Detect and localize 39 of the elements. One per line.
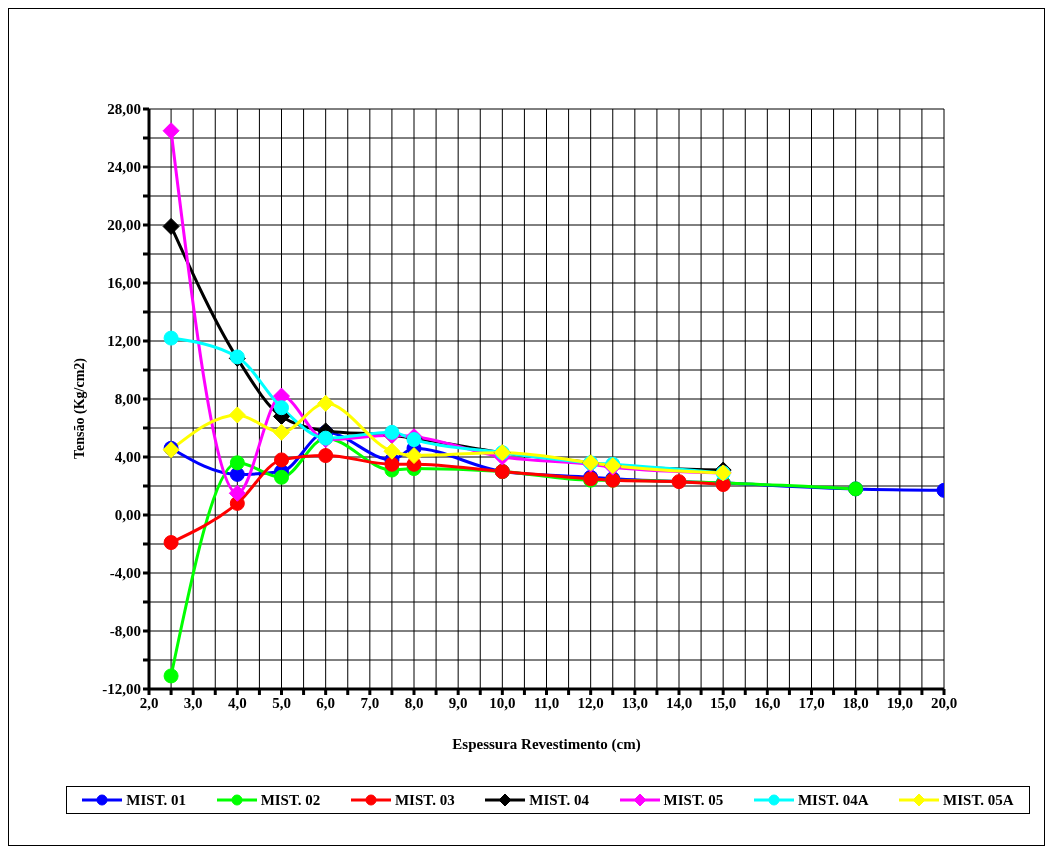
legend-label: MIST. 05	[663, 791, 724, 809]
x-tick-label: 20,0	[930, 694, 958, 711]
legend-label: MIST. 04A	[797, 791, 869, 809]
y-tick-label: 16,00	[107, 275, 141, 292]
legend-label: MIST. 01	[126, 791, 187, 809]
y-tick-label: -8,00	[109, 623, 141, 640]
x-tick-label: 12,0	[577, 694, 604, 711]
x-tick-label: 2,0	[139, 694, 159, 711]
legend-label: MIST. 04	[529, 791, 590, 809]
x-tick-label: 4,0	[227, 694, 247, 711]
y-tick-label: -4,00	[109, 565, 141, 582]
x-tick-label: 14,0	[665, 694, 693, 711]
x-tick-label: 7,0	[360, 694, 380, 711]
x-axis-title: Espessura Revestimento (cm)	[452, 736, 641, 753]
x-tick-label: 9,0	[448, 694, 468, 711]
y-tick-label: 20,00	[107, 217, 141, 234]
x-tick-label: 11,0	[533, 694, 560, 711]
y-tick-label: 4,00	[114, 449, 141, 466]
x-tick-label: 3,0	[183, 694, 203, 711]
x-tick-label: 5,0	[272, 694, 291, 711]
x-tick-label: 10,0	[489, 694, 516, 711]
y-tick-label: 8,00	[114, 391, 141, 408]
legend-label: MIST. 03	[394, 791, 455, 809]
y-axis-title: Tensão (Kg/cm2)	[71, 357, 88, 459]
x-tick-label: 19,0	[886, 694, 913, 711]
y-tick-label: 24,00	[107, 159, 141, 176]
y-tick-label: 0,00	[114, 507, 141, 524]
x-tick-label: 16,0	[754, 694, 781, 711]
y-tick-label: -12,00	[102, 681, 141, 698]
legend-label: MIST. 05A	[943, 791, 1014, 809]
legend-label: MIST. 02	[260, 791, 321, 809]
x-tick-label: 17,0	[798, 694, 825, 711]
y-tick-label: 12,00	[107, 333, 141, 350]
x-tick-label: 8,0	[404, 694, 424, 711]
x-tick-label: 13,0	[621, 694, 648, 711]
x-tick-label: 18,0	[842, 694, 869, 711]
x-tick-label: 15,0	[710, 694, 737, 711]
y-tick-label: 28,00	[107, 101, 141, 118]
x-tick-label: 6,0	[316, 694, 336, 711]
